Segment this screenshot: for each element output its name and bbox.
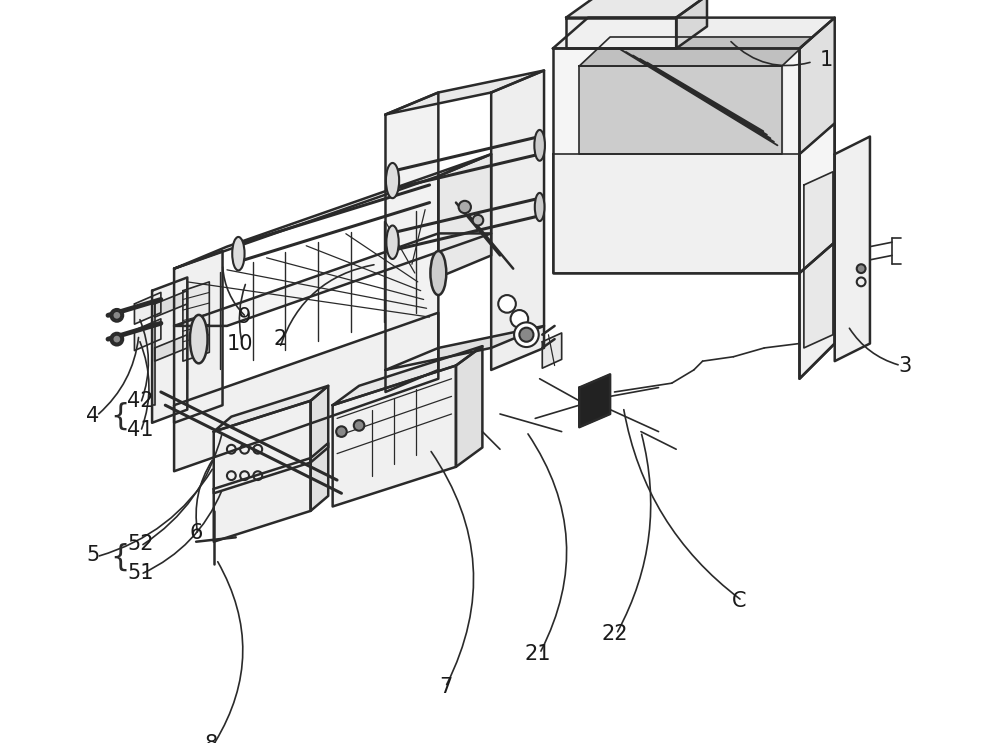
Polygon shape bbox=[214, 400, 311, 493]
Circle shape bbox=[511, 310, 528, 328]
Polygon shape bbox=[311, 443, 328, 511]
Polygon shape bbox=[152, 304, 155, 405]
Text: 1: 1 bbox=[819, 50, 833, 70]
Text: 6: 6 bbox=[189, 523, 203, 543]
Text: 5: 5 bbox=[86, 545, 100, 565]
Text: 51: 51 bbox=[127, 562, 154, 583]
Ellipse shape bbox=[430, 251, 446, 295]
Polygon shape bbox=[835, 137, 870, 361]
Polygon shape bbox=[214, 458, 311, 542]
Polygon shape bbox=[456, 346, 482, 467]
Text: 8: 8 bbox=[205, 734, 218, 743]
Polygon shape bbox=[579, 374, 610, 427]
Ellipse shape bbox=[111, 309, 123, 322]
Polygon shape bbox=[542, 333, 562, 369]
Polygon shape bbox=[174, 251, 223, 423]
Polygon shape bbox=[183, 282, 209, 361]
Text: C: C bbox=[732, 591, 747, 611]
Polygon shape bbox=[214, 386, 328, 432]
Ellipse shape bbox=[535, 193, 544, 221]
Circle shape bbox=[112, 334, 121, 343]
Polygon shape bbox=[155, 291, 187, 317]
Polygon shape bbox=[553, 154, 799, 273]
Polygon shape bbox=[385, 71, 544, 114]
Circle shape bbox=[473, 215, 483, 225]
Polygon shape bbox=[804, 172, 833, 348]
Circle shape bbox=[519, 328, 533, 342]
Circle shape bbox=[498, 295, 516, 313]
Polygon shape bbox=[333, 346, 482, 405]
Text: 7: 7 bbox=[439, 677, 452, 697]
Text: 22: 22 bbox=[601, 624, 628, 644]
Text: 21: 21 bbox=[525, 643, 551, 663]
Ellipse shape bbox=[190, 315, 208, 363]
Polygon shape bbox=[676, 0, 707, 48]
Polygon shape bbox=[799, 18, 835, 273]
Circle shape bbox=[354, 420, 364, 431]
Polygon shape bbox=[553, 48, 799, 273]
Polygon shape bbox=[799, 242, 835, 379]
Text: 9: 9 bbox=[238, 307, 251, 327]
Polygon shape bbox=[333, 366, 456, 507]
Polygon shape bbox=[438, 154, 491, 277]
Text: 2: 2 bbox=[273, 329, 286, 349]
Text: 42: 42 bbox=[127, 391, 154, 411]
Polygon shape bbox=[566, 18, 676, 48]
Text: 52: 52 bbox=[127, 534, 154, 554]
Polygon shape bbox=[579, 37, 813, 66]
Text: {: { bbox=[110, 401, 129, 430]
Polygon shape bbox=[566, 0, 707, 18]
Text: 3: 3 bbox=[899, 356, 912, 375]
Circle shape bbox=[112, 311, 121, 319]
Polygon shape bbox=[174, 313, 438, 471]
Polygon shape bbox=[553, 18, 835, 48]
Text: 4: 4 bbox=[86, 406, 100, 426]
Polygon shape bbox=[174, 233, 491, 326]
Polygon shape bbox=[152, 277, 187, 423]
Polygon shape bbox=[134, 319, 161, 351]
Polygon shape bbox=[385, 326, 544, 370]
Polygon shape bbox=[385, 92, 438, 392]
Ellipse shape bbox=[232, 237, 245, 270]
Ellipse shape bbox=[386, 225, 399, 259]
Polygon shape bbox=[134, 293, 161, 324]
Text: 41: 41 bbox=[127, 420, 154, 440]
Circle shape bbox=[336, 426, 347, 437]
Circle shape bbox=[857, 265, 866, 273]
Text: {: { bbox=[110, 543, 129, 572]
Polygon shape bbox=[311, 386, 328, 462]
Ellipse shape bbox=[111, 333, 123, 345]
Circle shape bbox=[459, 201, 471, 213]
Polygon shape bbox=[579, 66, 782, 154]
Polygon shape bbox=[491, 71, 544, 370]
Polygon shape bbox=[155, 334, 187, 361]
Text: 10: 10 bbox=[227, 334, 253, 354]
Polygon shape bbox=[799, 123, 835, 379]
Circle shape bbox=[514, 322, 539, 347]
Ellipse shape bbox=[534, 130, 545, 160]
Polygon shape bbox=[799, 123, 835, 273]
Ellipse shape bbox=[386, 163, 399, 198]
Polygon shape bbox=[174, 154, 491, 269]
